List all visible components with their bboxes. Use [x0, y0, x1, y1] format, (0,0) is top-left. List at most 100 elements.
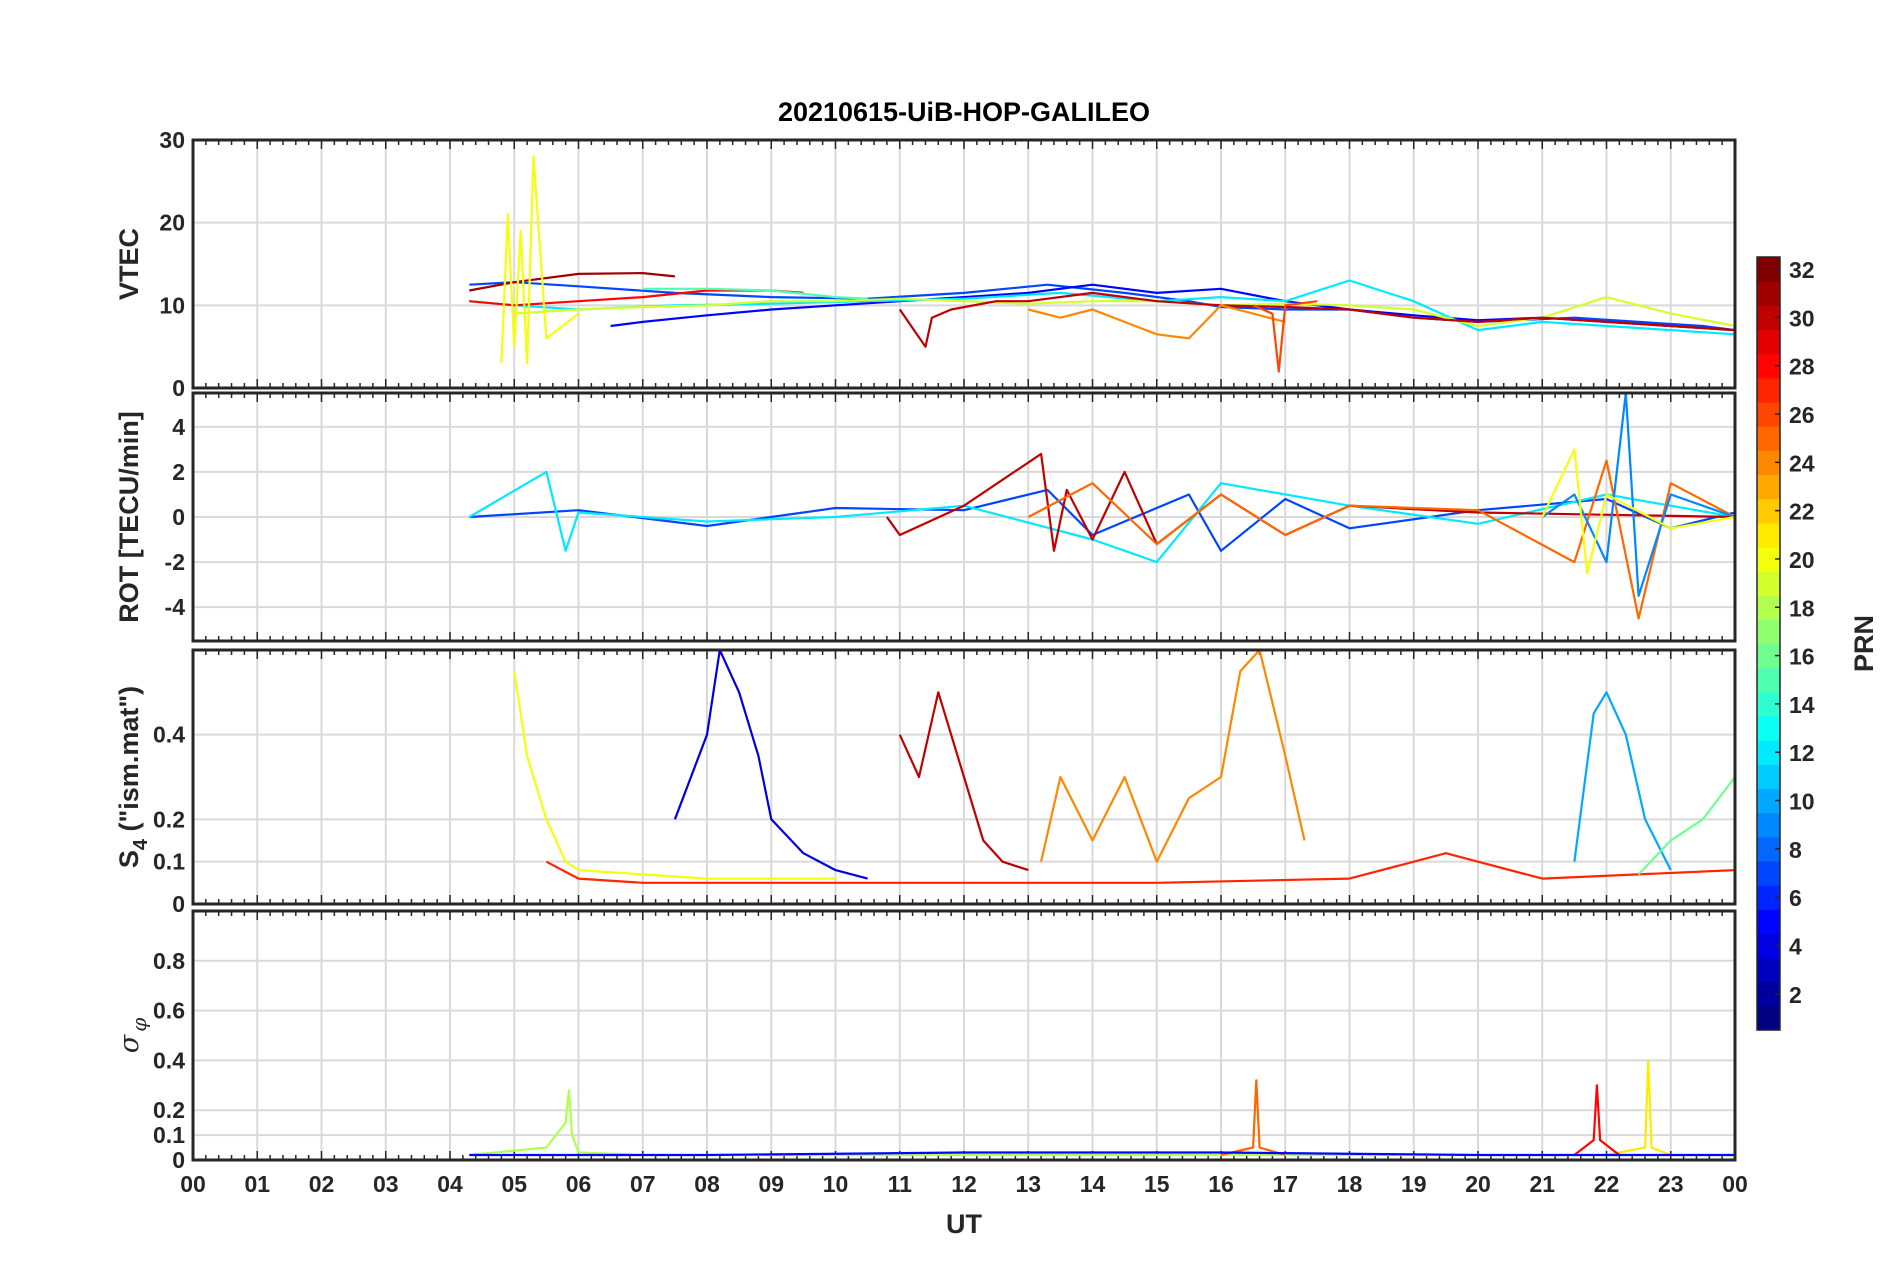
- colorbar-tick-label: 2: [1789, 982, 1802, 1008]
- x-tick-label: 00: [180, 1171, 206, 1197]
- colorbar-segment: [1757, 812, 1780, 838]
- colorbar-tick-label: 32: [1789, 257, 1815, 283]
- rot-y-tick-label: 2: [172, 459, 185, 485]
- sigma-y-axis-label: σφ: [114, 1018, 151, 1053]
- x-tick-label: 18: [1337, 1171, 1363, 1197]
- panel-vtec: 0 10 20 30 VTEC: [114, 127, 1737, 401]
- vtec-y-tick-label: 30: [159, 127, 185, 153]
- s4-y-tick-label: 0: [172, 891, 185, 917]
- colorbar-segment: [1757, 715, 1780, 741]
- colorbar-tick-label: 20: [1789, 547, 1815, 573]
- x-tick-label: 17: [1272, 1171, 1298, 1197]
- x-tick-label: 19: [1401, 1171, 1427, 1197]
- panel-s4: 0 0.1 0.2 0.4S4 ("ism.mat"): [114, 648, 1737, 917]
- x-tick-label: 07: [630, 1171, 656, 1197]
- colorbar-segment: [1757, 643, 1780, 669]
- s4-series-prn-20: [513, 671, 836, 880]
- s4-series-prn-24: [1040, 650, 1306, 863]
- rot-axes-box: [191, 391, 1737, 643]
- colorbar-segment: [1757, 909, 1780, 934]
- colorbar-segment: [1757, 522, 1780, 548]
- colorbar-segment: [1757, 740, 1780, 765]
- panel-sigma: 00.10.2 0.4 0.6 0.8 σφ: [114, 909, 1737, 1173]
- vtec-series-prn-20: [500, 155, 580, 365]
- sigma-y-tick-label: 0.6: [153, 998, 185, 1024]
- vtec-y-axis-label: VTEC: [114, 228, 144, 300]
- colorbar-segment: [1757, 860, 1780, 886]
- colorbar-tick-label: 10: [1789, 789, 1815, 815]
- vtec-axes-box: [191, 138, 1737, 390]
- rot-series-prn-25: [1027, 459, 1735, 620]
- s4-y-axis-label: S4 ("ism.mat"): [114, 686, 152, 868]
- rot-y-tick-label: -2: [165, 549, 185, 575]
- sigma-y-tick-label: 0.2: [153, 1097, 185, 1123]
- colorbar-segment: [1757, 474, 1780, 500]
- vtec-series-prn-24: [1028, 304, 1286, 340]
- s4-y-tick-label: 0.4: [153, 722, 185, 748]
- colorbar-label: PRN: [1849, 615, 1879, 672]
- colorbar-segment: [1757, 619, 1780, 645]
- x-tick-label: 10: [823, 1171, 849, 1197]
- sigma-series-prn-5: [469, 1151, 1735, 1157]
- colorbar-tick-label: 14: [1789, 692, 1815, 718]
- s4-y-tick-label: 0.2: [153, 806, 185, 832]
- x-tick-label: 22: [1594, 1171, 1620, 1197]
- vtec-series-prn-15: [642, 287, 868, 300]
- x-tick-label: 11: [888, 1171, 913, 1197]
- x-tick-label: 20: [1465, 1171, 1491, 1197]
- colorbar-tick-label: 28: [1789, 354, 1815, 380]
- colorbar-segment: [1757, 329, 1780, 355]
- colorbar-segment: [1757, 450, 1780, 476]
- vtec-y-tick-label: 0: [172, 375, 185, 401]
- colorbar-tick-label: 22: [1789, 499, 1815, 525]
- x-tick-label: 14: [1080, 1171, 1106, 1197]
- x-tick-labels: 00 01 02 03 04 05 06 07 08 09 10 11 12 13 14 15 16 17 18 19…: [180, 1171, 1748, 1197]
- colorbar-segment: [1757, 498, 1780, 524]
- rot-y-tick-label: 0: [172, 504, 185, 530]
- x-tick-label: 01: [244, 1171, 270, 1197]
- s4-series-prn-27: [545, 852, 1735, 884]
- colorbar-segment: [1757, 595, 1780, 620]
- colorbar-segment: [1757, 401, 1780, 427]
- colorbar-tick-label: 6: [1789, 885, 1802, 911]
- x-tick-label: 13: [1015, 1171, 1041, 1197]
- colorbar-tick-label: 18: [1789, 595, 1815, 621]
- sigma-series-prn-25: [1220, 1079, 1286, 1157]
- s4-y-tick-label: 0.1: [153, 849, 185, 875]
- s4-series-prn-4: [673, 650, 868, 880]
- colorbar-segment: [1757, 353, 1780, 379]
- x-tick-label: 12: [951, 1171, 977, 1197]
- x-tick-label: 08: [694, 1171, 720, 1197]
- colorbar-tick-label: 26: [1789, 402, 1815, 428]
- vtec-series-prn-26: [1252, 300, 1318, 373]
- colorbar-segment: [1757, 885, 1780, 910]
- colorbar-segment: [1757, 957, 1780, 983]
- colorbar-box: [1756, 256, 1781, 1031]
- colorbar-segment: [1757, 788, 1780, 814]
- x-tick-label: 23: [1658, 1171, 1684, 1197]
- colorbar-tick-label: 4: [1789, 933, 1802, 959]
- x-tick-label: 02: [309, 1171, 335, 1197]
- panel-rot: -4 -2 0 2 4 ROT [TECU/min]: [114, 391, 1737, 643]
- colorbar-segment: [1757, 836, 1780, 862]
- colorbar-segment: [1757, 764, 1780, 790]
- chart-title: 20210615-UiB-HOP-GALILEO: [778, 97, 1150, 127]
- sigma-y-tick-label: 0.4: [153, 1047, 185, 1073]
- x-axis-label: UT: [946, 1209, 982, 1239]
- s4-series-prn-16: [1637, 776, 1735, 876]
- x-tick-label: 15: [1144, 1171, 1170, 1197]
- colorbar-tick-label: 30: [1789, 305, 1815, 331]
- rot-y-axis-label: ROT [TECU/min]: [114, 411, 144, 622]
- sigma-y-tick-label: 0.1: [153, 1122, 185, 1148]
- x-tick-label: 05: [501, 1171, 527, 1197]
- colorbar-tick-label: 24: [1789, 450, 1815, 476]
- colorbar-segment: [1757, 305, 1780, 331]
- sigma-series-prn-21: [1606, 1059, 1672, 1157]
- vtec-y-tick-label: 10: [159, 292, 185, 318]
- rot-y-tick-label: -4: [165, 594, 186, 620]
- x-tick-label: 16: [1208, 1171, 1234, 1197]
- rot-series-prn-9: [1541, 393, 1735, 597]
- rot-series-prn-20: [1541, 448, 1735, 575]
